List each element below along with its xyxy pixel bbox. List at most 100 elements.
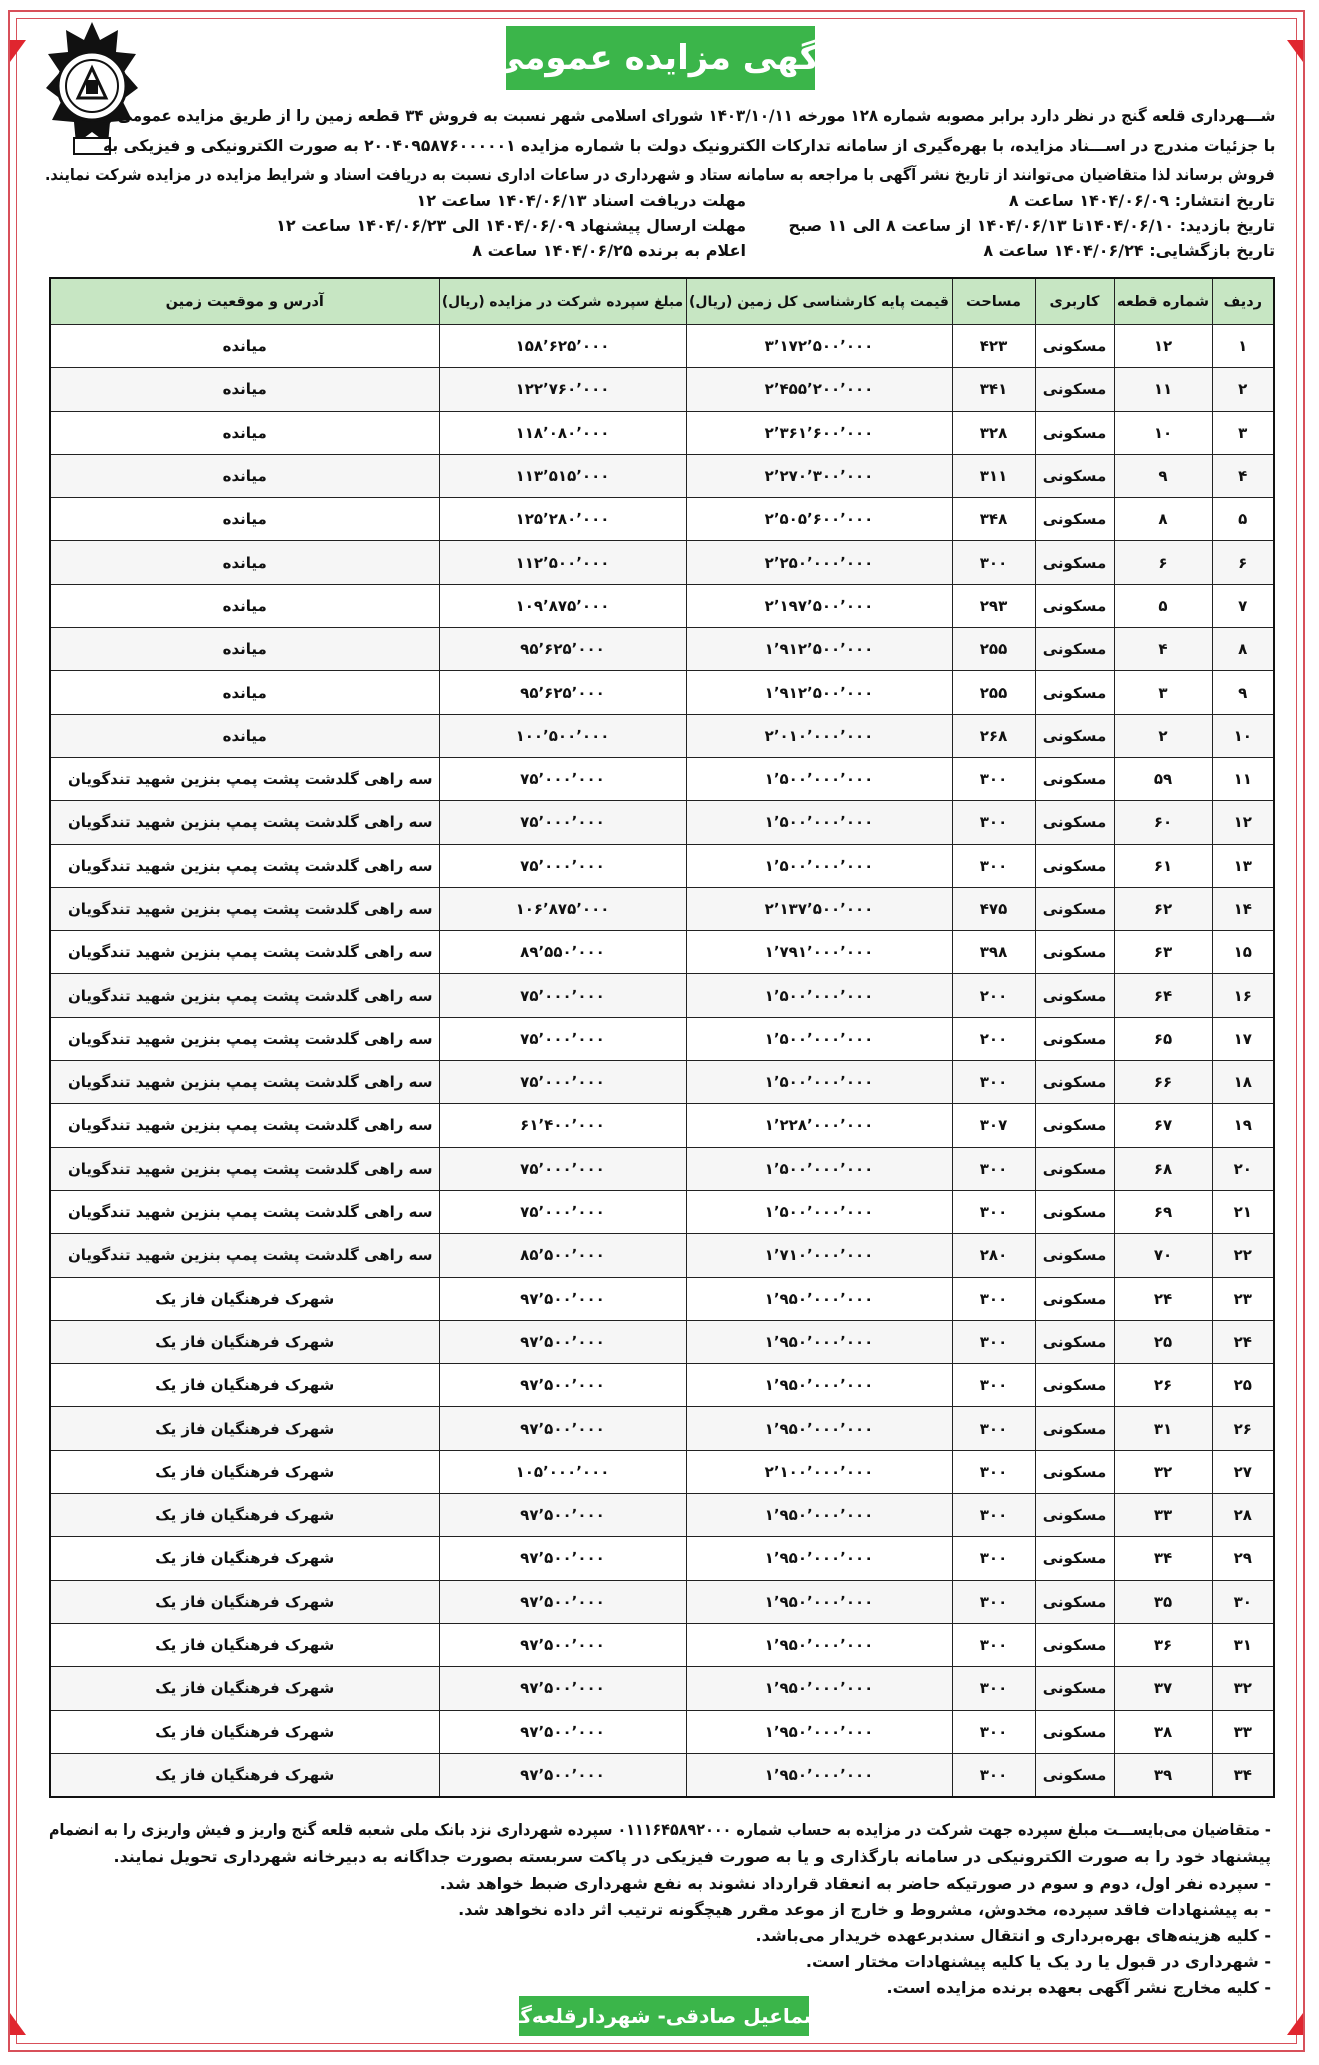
cell-lot-number: ۶۸: [1113, 1146, 1213, 1191]
cell-area: ۳۲۸: [951, 410, 1036, 455]
cell-lot-number: ۱۰: [1113, 410, 1213, 455]
cell-area: ۳۰۰: [951, 1449, 1036, 1495]
cell-deposit: ۷۵٬۰۰۰٬۰۰۰: [438, 973, 687, 1018]
cell-area: ۳۰۰: [951, 540, 1036, 585]
cell-deposit: ۸۵٬۵۰۰٬۰۰۰: [438, 1233, 687, 1278]
cell-land-use: مسکونی: [1034, 1579, 1115, 1624]
cell-row-number: ۱۴: [1211, 886, 1275, 932]
table-row: ۲۴ ۲۵ مسکونی ۳۰۰ ۱٬۹۵۰٬۰۰۰٬۰۰۰ ۹۷٬۵۰۰٬۰۰۰ شهرک…: [49, 1319, 1275, 1365]
cell-base-price: ۱٬۵۰۰٬۰۰۰٬۰۰۰: [685, 1146, 953, 1191]
cell-land-use: مسکونی: [1034, 800, 1115, 845]
cell-area: ۳۰۰: [951, 1276, 1036, 1321]
cell-area: ۳۰۰: [951, 1579, 1036, 1624]
table-header-row: ردیف شماره قطعه کاربری مساحت قیمت پایه ک…: [49, 277, 1275, 325]
table-row: ۸ ۴ مسکونی ۲۵۵ ۱٬۹۱۲٬۵۰۰٬۰۰۰ ۹۵٬۶۲۵٬۰۰۰ میانده: [49, 627, 1275, 672]
cell-lot-number: ۳۹: [1113, 1752, 1213, 1798]
cell-deposit: ۱۵۸٬۶۲۵٬۰۰۰: [438, 323, 687, 369]
cell-base-price: ۱٬۹۵۰٬۰۰۰٬۰۰۰: [685, 1752, 953, 1798]
cell-row-number: ۴: [1211, 453, 1275, 499]
cell-area: ۳۴۱: [951, 367, 1036, 412]
cell-base-price: ۲٬۲۵۰٬۰۰۰٬۰۰۰: [685, 540, 953, 585]
cell-area: ۳۰۰: [951, 1319, 1036, 1365]
cell-deposit: ۷۵٬۰۰۰٬۰۰۰: [438, 1189, 687, 1235]
cell-land-use: مسکونی: [1034, 497, 1115, 542]
cell-base-price: ۱٬۹۵۰٬۰۰۰٬۰۰۰: [685, 1493, 953, 1538]
cell-deposit: ۹۵٬۶۲۵٬۰۰۰: [438, 670, 687, 715]
cell-area: ۳۰۰: [951, 1752, 1036, 1798]
cell-row-number: ۸: [1211, 627, 1275, 672]
cell-row-number: ۲۹: [1211, 1536, 1275, 1581]
cell-row-number: ۱: [1211, 323, 1275, 369]
winner-announcement-date: اعلام به برنده ۱۴۰۴/۰۶/۲۵ ساعت ۸: [472, 241, 746, 260]
cell-deposit: ۱۰۶٬۸۷۵٬۰۰۰: [438, 886, 687, 932]
cell-land-use: مسکونی: [1034, 1146, 1115, 1191]
cell-base-price: ۱٬۹۵۰٬۰۰۰٬۰۰۰: [685, 1666, 953, 1711]
cell-row-number: ۱۹: [1211, 1103, 1275, 1148]
cell-deposit: ۱۰۹٬۸۷۵٬۰۰۰: [438, 583, 687, 629]
cell-deposit: ۱۱۲٬۵۰۰٬۰۰۰: [438, 540, 687, 585]
table-row: ۵ ۸ مسکونی ۳۴۸ ۲٬۵۰۵٬۶۰۰٬۰۰۰ ۱۲۵٬۲۸۰٬۰۰۰ میاند…: [49, 497, 1275, 542]
cell-address: سه راهی گلدشت پشت پمپ بنزین شهید تندگویا…: [49, 1060, 440, 1105]
cell-base-price: ۲٬۱۹۷٬۵۰۰٬۰۰۰: [685, 583, 953, 629]
signature-banner: اسماعیل صادقی- شهردارقلعه‌گنج: [498, 1996, 830, 2036]
cell-address: سه راهی گلدشت پشت پمپ بنزین شهید تندگویا…: [49, 930, 440, 975]
cell-lot-number: ۲: [1113, 713, 1213, 758]
cell-address: سه راهی گلدشت پشت پمپ بنزین شهید تندگویا…: [49, 1016, 440, 1062]
cell-address: سه راهی گلدشت پشت پمپ بنزین شهید تندگویا…: [49, 1189, 440, 1235]
cell-lot-number: ۴: [1113, 627, 1213, 672]
cell-address: میانده: [49, 453, 440, 499]
cell-deposit: ۷۵٬۰۰۰٬۰۰۰: [438, 1060, 687, 1105]
cell-lot-number: ۳۵: [1113, 1579, 1213, 1624]
cell-base-price: ۲٬۱۰۰٬۰۰۰٬۰۰۰: [685, 1449, 953, 1495]
cell-deposit: ۱۰۵٬۰۰۰٬۰۰۰: [438, 1449, 687, 1495]
cell-address: سه راهی گلدشت پشت پمپ بنزین شهید تندگویا…: [49, 973, 440, 1018]
cell-land-use: مسکونی: [1034, 843, 1115, 888]
cell-deposit: ۹۵٬۶۲۵٬۰۰۰: [438, 627, 687, 672]
cell-land-use: مسکونی: [1034, 670, 1115, 715]
table-row: ۷ ۵ مسکونی ۲۹۳ ۲٬۱۹۷٬۵۰۰٬۰۰۰ ۱۰۹٬۸۷۵٬۰۰۰ میاند…: [49, 583, 1275, 629]
cell-deposit: ۹۷٬۵۰۰٬۰۰۰: [438, 1536, 687, 1581]
cell-area: ۳۰۰: [951, 1493, 1036, 1538]
note-line: - شهرداری در قبول یا رد یک یا کلیه پیشنه…: [805, 1952, 1271, 1971]
cell-land-use: مسکونی: [1034, 1752, 1115, 1798]
cell-deposit: ۹۷٬۵۰۰٬۰۰۰: [438, 1493, 687, 1538]
announcement-title-banner: آگهی مزایده عمومی: [490, 26, 831, 90]
cell-deposit: ۷۵٬۰۰۰٬۰۰۰: [438, 1016, 687, 1062]
cell-area: ۲۹۳: [951, 583, 1036, 629]
cell-address: میانده: [49, 627, 440, 672]
header-lot-number: شماره قطعه: [1113, 277, 1213, 325]
cell-land-use: مسکونی: [1034, 1406, 1115, 1451]
table-row: ۲۸ ۳۳ مسکونی ۳۰۰ ۱٬۹۵۰٬۰۰۰٬۰۰۰ ۹۷٬۵۰۰٬۰۰۰ شهرک…: [49, 1493, 1275, 1538]
table-row: ۱۵ ۶۳ مسکونی ۳۹۸ ۱٬۷۹۱٬۰۰۰٬۰۰۰ ۸۹٬۵۵۰٬۰۰۰ سه ر…: [49, 930, 1275, 975]
cell-land-use: مسکونی: [1034, 973, 1115, 1018]
cell-lot-number: ۶۲: [1113, 886, 1213, 932]
table-row: ۲۹ ۳۴ مسکونی ۳۰۰ ۱٬۹۵۰٬۰۰۰٬۰۰۰ ۹۷٬۵۰۰٬۰۰۰ شهرک…: [49, 1536, 1275, 1581]
cell-area: ۳۰۰: [951, 843, 1036, 888]
cell-row-number: ۱۶: [1211, 973, 1275, 1018]
cell-land-use: مسکونی: [1034, 1319, 1115, 1365]
municipality-seal-icon: [44, 20, 140, 158]
cell-area: ۴۲۳: [951, 323, 1036, 369]
table-row: ۱۴ ۶۲ مسکونی ۴۷۵ ۲٬۱۳۷٬۵۰۰٬۰۰۰ ۱۰۶٬۸۷۵٬۰۰۰ سه …: [49, 886, 1275, 932]
cell-lot-number: ۶۳: [1113, 930, 1213, 975]
cell-lot-number: ۲۶: [1113, 1363, 1213, 1408]
table-row: ۶ ۶ مسکونی ۳۰۰ ۲٬۲۵۰٬۰۰۰٬۰۰۰ ۱۱۲٬۵۰۰٬۰۰۰ میاند…: [49, 540, 1275, 585]
cell-land-use: مسکونی: [1034, 1189, 1115, 1235]
cell-lot-number: ۳۲: [1113, 1449, 1213, 1495]
cell-area: ۳۰۰: [951, 1709, 1036, 1754]
cell-lot-number: ۱۱: [1113, 367, 1213, 412]
cell-area: ۲۶۸: [951, 713, 1036, 758]
cell-land-use: مسکونی: [1034, 1622, 1115, 1668]
cell-row-number: ۳۱: [1211, 1622, 1275, 1668]
cell-base-price: ۱٬۹۵۰٬۰۰۰٬۰۰۰: [685, 1363, 953, 1408]
table-row: ۱۲ ۶۰ مسکونی ۳۰۰ ۱٬۵۰۰٬۰۰۰٬۰۰۰ ۷۵٬۰۰۰٬۰۰۰ سه ر…: [49, 800, 1275, 845]
cell-row-number: ۱۳: [1211, 843, 1275, 888]
cell-deposit: ۹۷٬۵۰۰٬۰۰۰: [438, 1579, 687, 1624]
cell-land-use: مسکونی: [1034, 886, 1115, 932]
mayor-signature: اسماعیل صادقی- شهردارقلعه‌گنج: [497, 2004, 831, 2028]
note-line: پیشنهاد خود را به صورت الکترونیکی در سام…: [113, 1847, 1271, 1866]
cell-address: سه راهی گلدشت پشت پمپ بنزین شهید تندگویا…: [49, 756, 440, 802]
cell-deposit: ۹۷٬۵۰۰٬۰۰۰: [438, 1319, 687, 1365]
cell-land-use: مسکونی: [1034, 1666, 1115, 1711]
cell-base-price: ۱٬۵۰۰٬۰۰۰٬۰۰۰: [685, 756, 953, 802]
